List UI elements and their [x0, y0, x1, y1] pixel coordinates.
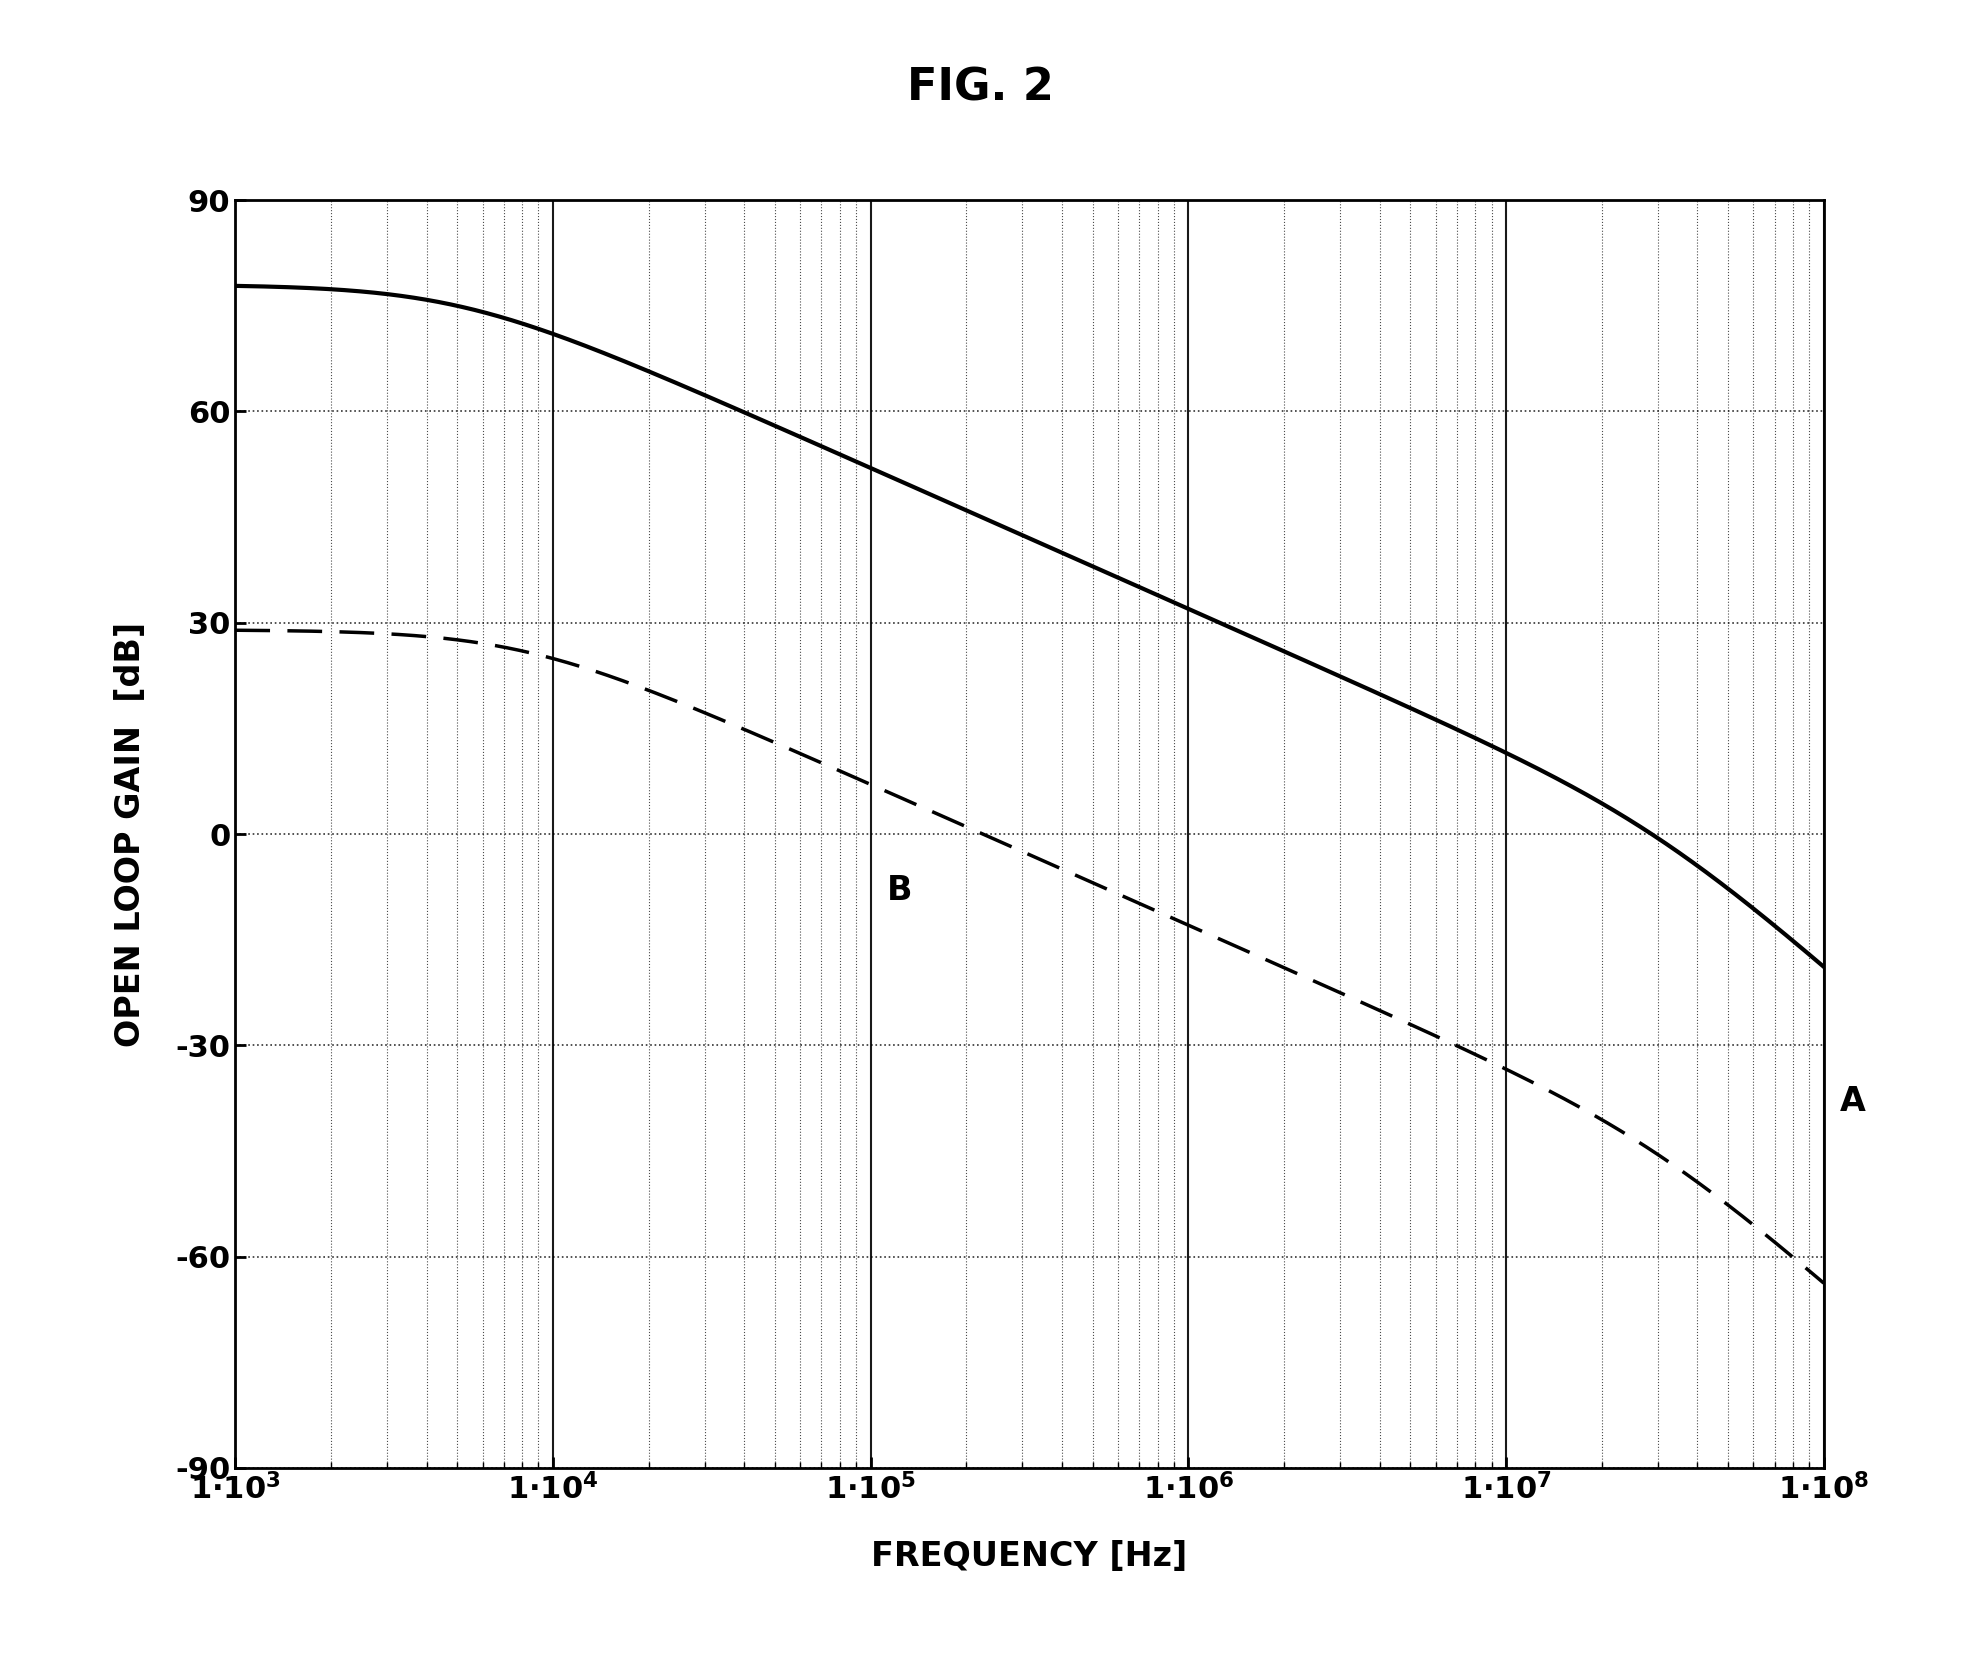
X-axis label: FREQUENCY [Hz]: FREQUENCY [Hz]: [871, 1540, 1188, 1573]
Y-axis label: OPEN LOOP GAIN  [dB]: OPEN LOOP GAIN [dB]: [114, 622, 147, 1046]
Text: FIG. 2: FIG. 2: [908, 67, 1053, 110]
Text: B: B: [886, 874, 912, 907]
Text: A: A: [1839, 1086, 1865, 1118]
